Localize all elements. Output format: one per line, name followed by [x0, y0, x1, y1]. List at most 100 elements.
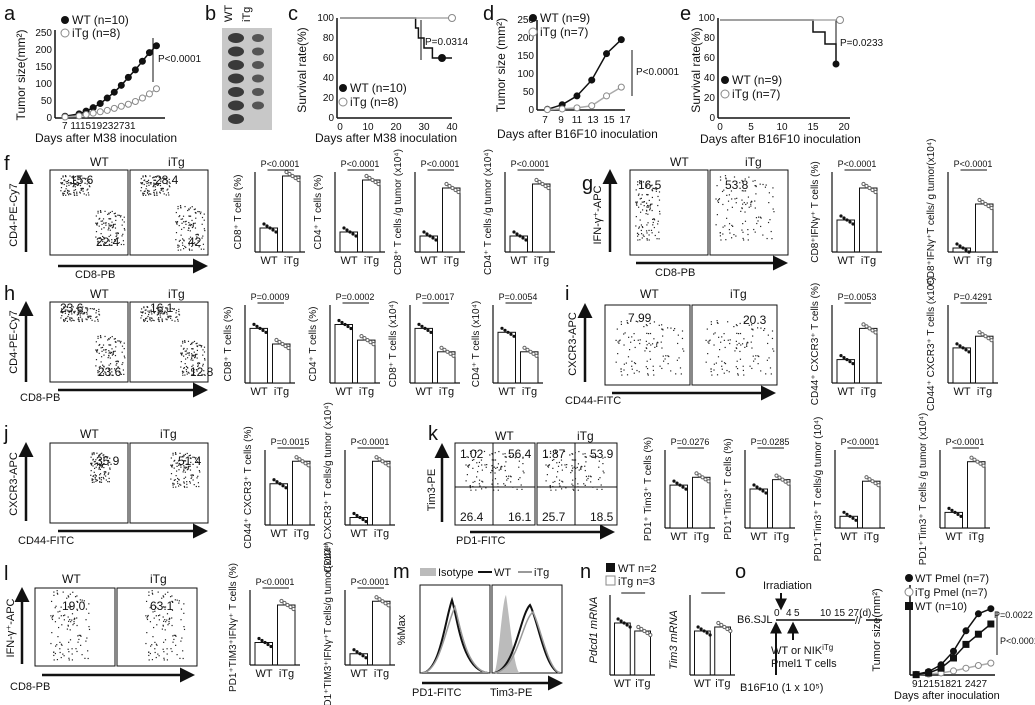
- flow-dots: [61, 624, 63, 626]
- flow-dots: [767, 334, 769, 336]
- flow-dots: [108, 235, 110, 238]
- flow-dots: [160, 312, 162, 314]
- flow-dots: [111, 368, 113, 370]
- g-bar2-dot-wt: [964, 248, 968, 252]
- flow-dots: [153, 182, 155, 184]
- flow-dots: [154, 311, 156, 313]
- flow-dots: [189, 207, 192, 209]
- flow-dots: [183, 460, 185, 462]
- flow-dots: [478, 461, 481, 464]
- flow-dots: [175, 211, 177, 214]
- flow-dots: [750, 200, 753, 202]
- l-itg-q1: 63.1: [150, 599, 174, 613]
- flow-dots: [196, 466, 198, 468]
- flow-dots: [98, 241, 100, 243]
- flow-dots: [94, 463, 96, 466]
- h-bar2-dot-itg: [368, 340, 373, 345]
- flow-dots: [148, 654, 150, 657]
- f-bar4-ylabel: CD4⁺ T cells /g tumor (x10⁴): [483, 149, 494, 275]
- flow-dots: [111, 335, 113, 338]
- flow-dots: [146, 180, 149, 183]
- l-flow-wt-title: WT: [62, 572, 81, 586]
- flow-dots: [162, 616, 164, 618]
- j-bar2-dot-wt: [352, 511, 356, 516]
- k-bar2-dot-itg: [783, 479, 788, 484]
- flow-dots: [494, 472, 496, 474]
- flow-dots: [122, 362, 124, 364]
- flow-dots: [72, 624, 74, 626]
- flow-dots: [65, 309, 67, 311]
- flow-dots: [104, 371, 106, 373]
- flow-dots: [76, 175, 78, 177]
- flow-dots: [673, 329, 675, 332]
- flow-dots: [87, 315, 89, 317]
- flow-dots: [178, 478, 180, 481]
- l-bar1-dot-itg: [288, 604, 293, 610]
- flow-dots: [640, 233, 643, 235]
- a-point: [152, 85, 160, 93]
- flow-dots: [646, 193, 648, 196]
- f-bar1-dot-itg: [290, 173, 295, 179]
- f-bar2-dot-wt: [351, 232, 355, 236]
- flow-dots: [99, 474, 101, 476]
- flow-dots: [68, 311, 70, 314]
- f-bar3-dot-wt: [425, 232, 429, 236]
- i-bar2-dot-wt: [964, 348, 968, 352]
- k-y-label: Tim3-PE: [426, 469, 438, 511]
- flow-dots: [79, 182, 81, 185]
- g-bar2-pvalue: P<0.0001: [954, 159, 993, 169]
- flow-dots: [573, 466, 575, 468]
- flow-dots: [88, 628, 91, 631]
- flow-dots: [645, 230, 648, 232]
- flow-dots: [584, 469, 586, 472]
- flow-dots: [465, 480, 467, 482]
- f-bar4-dot-wt: [524, 238, 528, 242]
- flow-dots: [723, 333, 725, 335]
- flow-dots: [167, 624, 169, 626]
- flow-dots: [188, 208, 190, 210]
- flow-dots: [653, 226, 655, 229]
- flow-dots: [183, 371, 185, 373]
- flow-dots: [197, 240, 199, 242]
- flow-dots: [112, 226, 114, 228]
- k-bar1-dot-wt: [681, 485, 685, 489]
- k-bar2-dot-itg: [780, 477, 785, 482]
- f-bar4-dot-itg: [537, 179, 542, 185]
- flow-dots: [121, 235, 123, 237]
- e-legend-wt-marker: [721, 76, 729, 84]
- flow-dots: [178, 245, 180, 247]
- flow-dots: [191, 370, 193, 372]
- flow-dots: [73, 312, 75, 314]
- flow-dots: [153, 192, 155, 194]
- flow-dots: [84, 657, 86, 659]
- flow-dots: [114, 354, 117, 357]
- flow-dots: [149, 175, 151, 177]
- n-bar2-dot-wt: [705, 631, 709, 635]
- flow-dots: [718, 198, 720, 201]
- flow-dots: [634, 346, 636, 349]
- panel-o: o Irradiation B6.SJL // 0 4 5 10 15 27(d…: [735, 561, 1035, 702]
- flow-dots: [160, 178, 162, 180]
- flow-dots: [653, 374, 655, 376]
- svg-text:40: 40: [323, 73, 335, 84]
- flow-dots: [74, 186, 76, 188]
- flow-dots: [602, 470, 604, 472]
- flow-dots: [742, 369, 744, 372]
- flow-dots: [175, 221, 177, 223]
- flow-dots: [565, 466, 567, 468]
- flow-dots: [96, 224, 98, 226]
- g-bar1-dot-wt: [839, 214, 843, 218]
- flow-dots: [176, 481, 179, 483]
- g-flow-wt: [629, 169, 709, 256]
- flow-dots: [105, 475, 107, 477]
- flow-dots: [643, 201, 645, 203]
- flow-dots: [104, 335, 106, 338]
- flow-dots: [735, 202, 737, 204]
- flow-dots: [108, 338, 110, 340]
- flow-dots: [183, 347, 185, 350]
- flow-dots: [95, 222, 97, 224]
- flow-dots: [115, 219, 117, 222]
